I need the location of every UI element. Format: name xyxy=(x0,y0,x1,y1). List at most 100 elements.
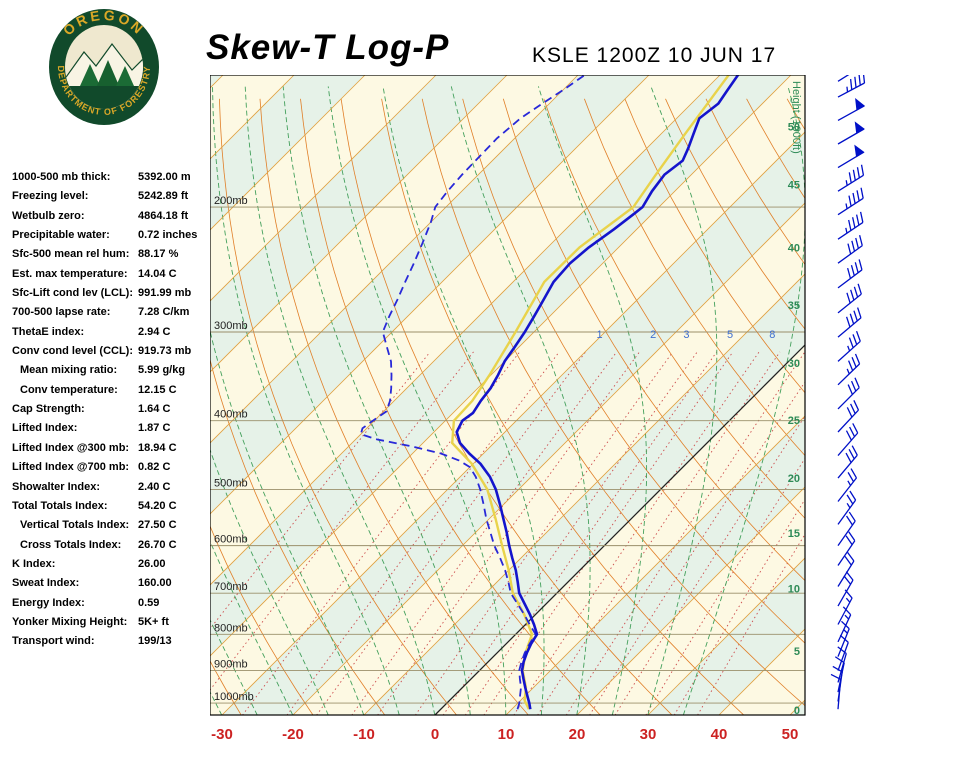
stat-value: 5K+ ft xyxy=(138,615,169,628)
svg-text:50: 50 xyxy=(782,726,799,743)
svg-text:5: 5 xyxy=(794,646,800,658)
mixing-ratio-labels: 1 2 3 5 8 xyxy=(596,329,775,341)
svg-text:200mb: 200mb xyxy=(214,195,248,207)
stat-value: 27.50 C xyxy=(138,519,177,532)
temperature-curve xyxy=(455,75,740,710)
stat-value: 4864.18 ft xyxy=(138,209,189,222)
svg-text:-10: -10 xyxy=(353,726,375,743)
stat-label: Precipitable water: xyxy=(12,229,110,242)
stat-label: Freezing level: xyxy=(12,190,89,203)
stat-row: Transport wind: 199/13 xyxy=(12,632,210,651)
wind-barbs xyxy=(830,54,866,710)
svg-text:-30: -30 xyxy=(211,726,233,743)
stat-row: Cap Strength: 1.64 C xyxy=(12,400,210,419)
stat-value: 2.40 C xyxy=(138,480,171,493)
stat-label: Cap Strength: xyxy=(12,403,85,416)
stat-label: Lifted Index @700 mb: xyxy=(12,461,130,474)
svg-text:40: 40 xyxy=(711,726,728,743)
stat-label: Transport wind: xyxy=(12,635,95,648)
stat-label: Total Totals Index: xyxy=(12,499,108,512)
skewt-chart: 200mb 300mb 400mb 500mb 600mb 700mb 800mb 900mb… xyxy=(209,54,890,772)
stat-row: Wetbulb zero: 4864.18 ft xyxy=(12,207,210,226)
stat-row: Lifted Index @300 mb: 18.94 C xyxy=(12,439,210,458)
svg-text:20: 20 xyxy=(569,726,586,743)
plot-border xyxy=(209,74,806,716)
stat-label: Lifted Index: xyxy=(12,422,78,435)
pressure-lines xyxy=(210,206,805,704)
stat-label: Sfc-500 mean rel hum: xyxy=(12,248,130,261)
stat-label: Lifted Index @300 mb: xyxy=(12,441,130,454)
odf-logo-svg: OREGON DEPARTMENT OF FORESTRY xyxy=(49,7,159,125)
logo-tree-icon xyxy=(116,66,134,86)
stat-label: 1000-500 mb thick: xyxy=(12,171,111,183)
svg-text:15: 15 xyxy=(788,528,800,540)
stat-value: 0.59 xyxy=(138,596,160,609)
stat-row: Sweat Index: 160.00 xyxy=(12,574,210,593)
svg-text:1000mb: 1000mb xyxy=(214,691,254,703)
stat-label: Vertical Totals Index: xyxy=(20,519,130,532)
svg-text:600mb: 600mb xyxy=(214,534,248,546)
svg-text:0: 0 xyxy=(794,705,800,717)
stat-row: Sfc-500 mean rel hum: 88.17 % xyxy=(12,245,210,264)
svg-text:3: 3 xyxy=(683,329,689,341)
stats-panel: 1000-500 mb thick: 5392.00 m Freezing leve… xyxy=(12,168,210,652)
logo-tree-icon xyxy=(80,64,100,86)
stat-row: Mean mixing ratio: 5.99 g/kg xyxy=(12,361,210,380)
logo-tree-icon xyxy=(96,60,120,88)
stat-row: Lifted Index: 1.87 C xyxy=(12,419,210,438)
stat-row: Sfc-Lift cond lev (LCL): 991.99 mb xyxy=(12,284,210,303)
stat-row: Est. max temperature: 14.04 C xyxy=(12,265,210,284)
svg-text:10: 10 xyxy=(498,726,515,743)
stat-label: Conv cond level (CCL): xyxy=(12,345,134,358)
moist-adiabats xyxy=(210,86,805,715)
stat-row: Vertical Totals Index: 27.50 C xyxy=(12,516,210,535)
svg-text:800mb: 800mb xyxy=(214,622,248,634)
stat-label: Energy Index: xyxy=(12,596,85,609)
stat-value: 54.20 C xyxy=(138,499,177,512)
pressure-labels: 200mb 300mb 400mb 500mb 600mb 700mb 800mb 900mb… xyxy=(214,195,254,703)
svg-text:20: 20 xyxy=(788,473,800,485)
stat-label: K Index: xyxy=(12,557,56,570)
stat-label: ThetaE index: xyxy=(12,325,85,338)
svg-text:5: 5 xyxy=(727,329,733,341)
svg-text:700mb: 700mb xyxy=(214,581,248,593)
svg-text:900mb: 900mb xyxy=(214,659,248,671)
isotherms xyxy=(210,75,805,715)
stat-value: 5392.00 m xyxy=(138,171,191,183)
stat-value: 0.72 inches xyxy=(138,229,198,242)
svg-text:0: 0 xyxy=(431,726,439,743)
stat-label: Showalter Index: xyxy=(12,480,101,493)
stat-value: 5242.89 ft xyxy=(138,190,189,203)
svg-text:500mb: 500mb xyxy=(214,477,248,489)
stat-row: Precipitable water: 0.72 inches xyxy=(12,226,210,245)
stat-row: Freezing level: 5242.89 ft xyxy=(12,187,210,206)
stat-value: 160.00 xyxy=(138,577,172,590)
stat-row: Conv temperature: 12.15 C xyxy=(12,381,210,400)
svg-text:40: 40 xyxy=(788,242,800,254)
stat-value: 26.70 C xyxy=(138,538,177,551)
svg-text:25: 25 xyxy=(788,415,800,427)
stat-value: 199/13 xyxy=(138,635,172,648)
stat-value: 12.15 C xyxy=(138,383,177,396)
stat-row: 1000-500 mb thick: 5392.00 m xyxy=(12,168,210,187)
stat-row: K Index: 26.00 xyxy=(12,555,210,574)
stat-value: 18.94 C xyxy=(138,441,177,454)
svg-text:8: 8 xyxy=(769,329,775,341)
stat-row: Cross Totals Index: 26.70 C xyxy=(12,536,210,555)
stat-row: Energy Index: 0.59 xyxy=(12,594,210,613)
stat-value: 5.99 g/kg xyxy=(138,364,186,377)
stat-row: Yonker Mixing Height: 5K+ ft xyxy=(12,613,210,632)
height-labels: 0 5 10 15 20 25 30 35 40 45 50 xyxy=(788,121,800,716)
stat-value: 0.82 C xyxy=(138,461,171,474)
svg-text:1: 1 xyxy=(596,329,602,341)
stat-label: Yonker Mixing Height: xyxy=(12,615,128,628)
svg-text:300mb: 300mb xyxy=(214,320,248,332)
skewt-svg: 200mb 300mb 400mb 500mb 600mb 700mb 800mb 900mb… xyxy=(209,54,866,743)
stat-value: 14.04 C xyxy=(138,267,177,280)
height-axis-title: Height (1000ft) xyxy=(790,81,802,154)
plot-area xyxy=(210,75,805,715)
stat-label: 700-500 lapse rate: xyxy=(12,306,111,319)
stat-value: 2.94 C xyxy=(138,325,171,338)
dewpoint-curve xyxy=(359,75,587,710)
stat-label: Sweat Index: xyxy=(12,577,80,590)
